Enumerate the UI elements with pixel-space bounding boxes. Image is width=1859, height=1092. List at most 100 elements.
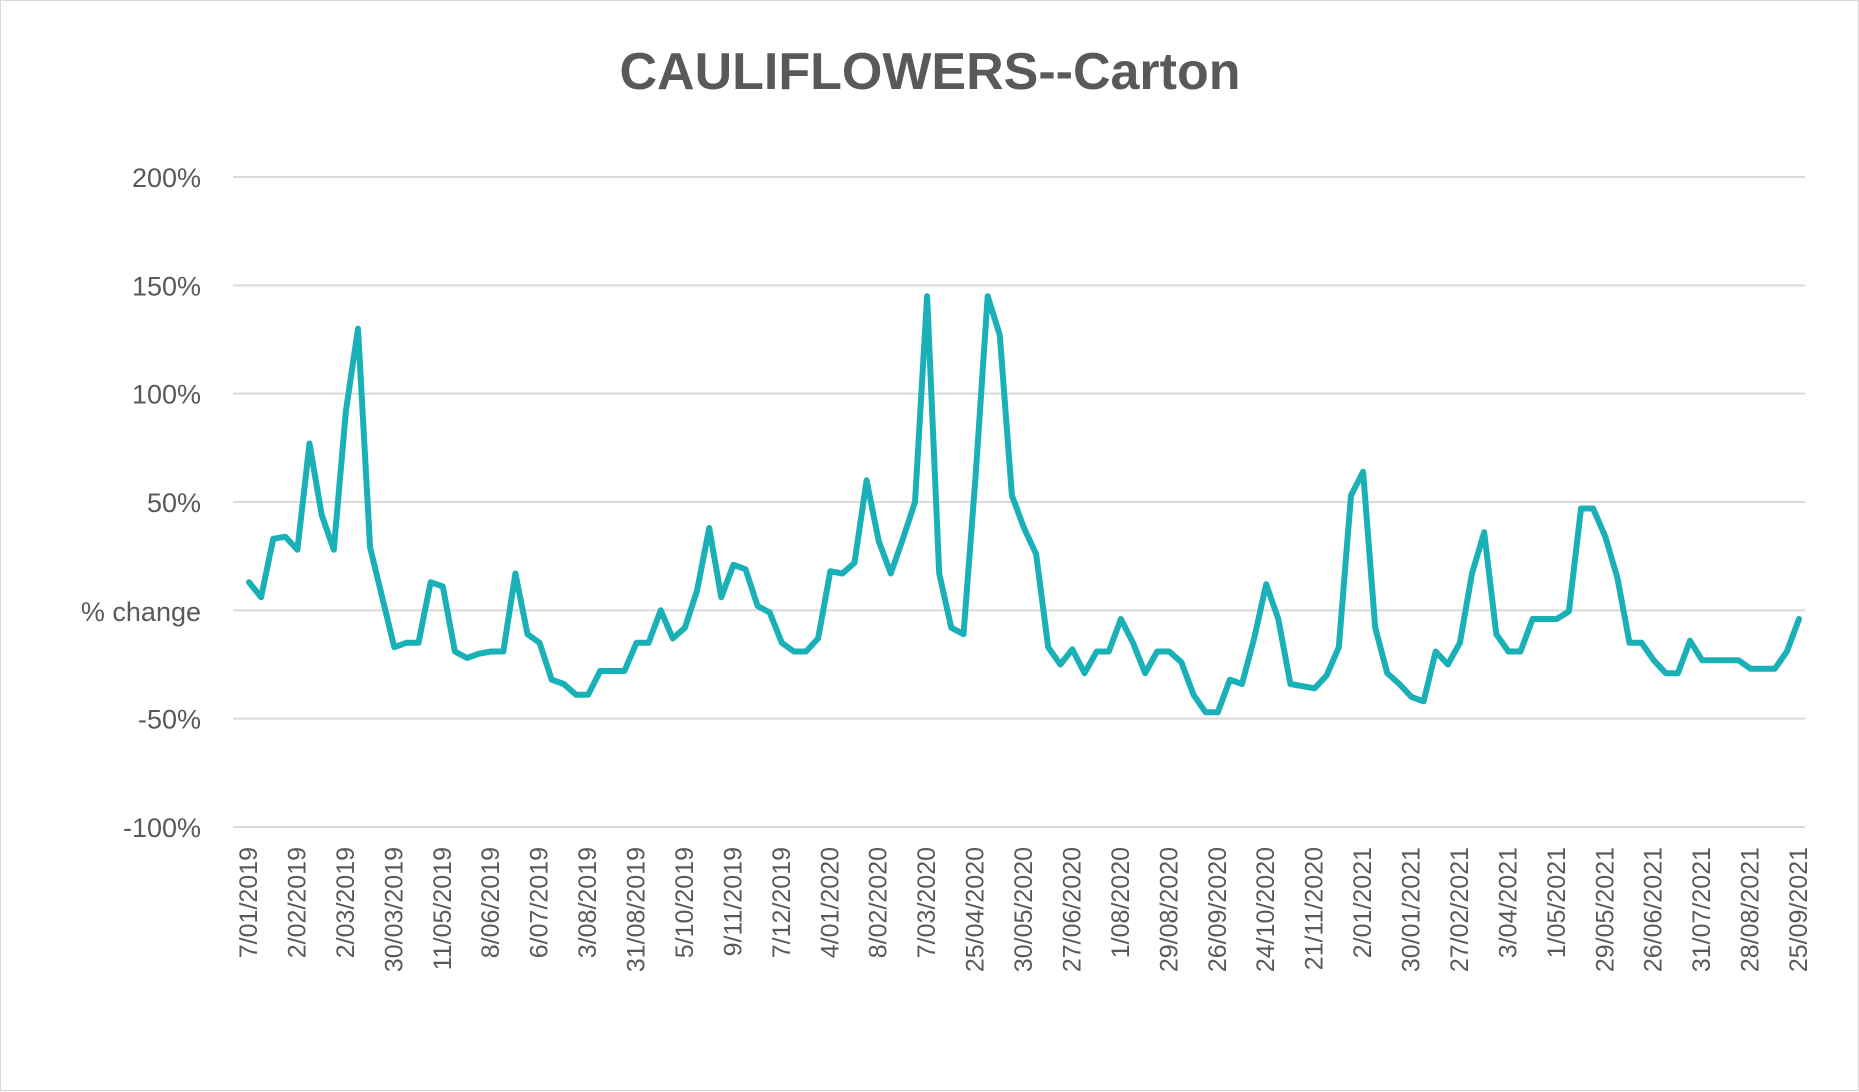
x-tick-label: 2/01/2021 [1349,847,1377,958]
x-tick-label: 24/10/2020 [1252,847,1280,972]
data-point [452,649,458,655]
data-point [1227,677,1233,683]
x-tick-label: 29/08/2020 [1155,847,1183,972]
data-point [1106,649,1112,655]
data-point [440,584,446,590]
x-tick-label: 26/06/2021 [1640,847,1668,972]
data-point [1711,657,1717,663]
x-tick-label: 4/01/2020 [816,847,844,958]
data-point [307,441,313,447]
data-point [597,668,603,674]
data-point [1118,616,1124,622]
x-axis-ticks: 7/01/2019 2/02/2019 2/03/2019 30/03/2019 11/… [235,847,1813,972]
data-point [1082,670,1088,676]
y-tick-label: 100% [132,380,201,410]
data-point [706,525,712,531]
data-point [827,568,833,574]
data-point [1542,616,1548,622]
data-point [839,571,845,577]
data-point [416,640,422,646]
y-tick-label: -100% [123,813,201,843]
data-point [282,534,288,540]
data-point [1069,646,1075,652]
x-tick-label: 3/04/2021 [1494,847,1522,958]
data-point [1772,666,1778,672]
data-point [1663,670,1669,676]
data-point [1033,551,1039,557]
data-point [525,631,531,637]
data-point [1735,657,1741,663]
data-point [1263,581,1269,587]
data-point [1517,649,1523,655]
data-point [585,692,591,698]
data-point [1287,681,1293,687]
data-point [1239,681,1245,687]
y-tick-label: 200% [132,163,201,193]
data-point [985,293,991,299]
data-point [537,640,543,646]
data-point [658,607,664,613]
data-point [1481,529,1487,535]
y-axis-label: % change [81,597,201,627]
data-point [1639,640,1645,646]
x-tick-label: 8/06/2019 [477,847,505,958]
data-point [755,603,761,609]
x-tick-label: 27/02/2021 [1446,847,1474,972]
data-point [1360,469,1366,475]
data-point [1009,493,1015,499]
x-tick-label: 25/04/2020 [962,847,990,972]
data-point [1469,571,1475,577]
x-tick-label: 9/11/2019 [719,847,747,956]
data-point [258,594,264,600]
gridlines [233,176,1805,828]
data-point [573,692,579,698]
data-point [682,625,688,631]
data-point [500,649,506,655]
data-point [428,579,434,585]
data-point [1445,662,1451,668]
data-point [1372,625,1378,631]
data-point [1505,649,1511,655]
data-point [549,677,555,683]
x-tick-label: 30/05/2020 [1010,847,1038,972]
data-point [391,644,397,650]
data-point [1300,683,1306,689]
data-point [1166,649,1172,655]
x-tick-label: 30/01/2021 [1398,847,1426,972]
series-layer [246,293,1802,716]
data-point [1312,685,1318,691]
data-point [464,655,470,661]
data-point [1348,493,1354,499]
data-point [270,536,276,542]
data-point [742,566,748,572]
data-point [1590,506,1596,512]
series-line [246,293,1802,716]
data-point [1699,657,1705,663]
data-point [1530,616,1536,622]
data-point [815,636,821,642]
x-tick-label: 31/07/2021 [1688,847,1716,972]
data-point [767,610,773,616]
data-point [1154,649,1160,655]
x-tick-label: 26/09/2020 [1204,847,1232,972]
data-point [1602,534,1608,540]
x-tick-label: 8/02/2020 [865,847,893,958]
data-point [888,571,894,577]
x-tick-label: 28/08/2021 [1737,847,1765,972]
data-point [367,545,373,551]
x-tick-label: 25/09/2021 [1785,847,1813,972]
data-point [646,640,652,646]
data-point [355,326,361,332]
data-point [1142,670,1148,676]
data-point [1578,506,1584,512]
data-point [718,594,724,600]
data-point [900,536,906,542]
y-tick-label: -50% [138,705,201,735]
data-point [876,538,882,544]
x-tick-label: 6/07/2019 [526,847,554,958]
data-point [1554,616,1560,622]
x-tick-label: 2/02/2019 [283,847,311,958]
data-point [1251,636,1257,642]
